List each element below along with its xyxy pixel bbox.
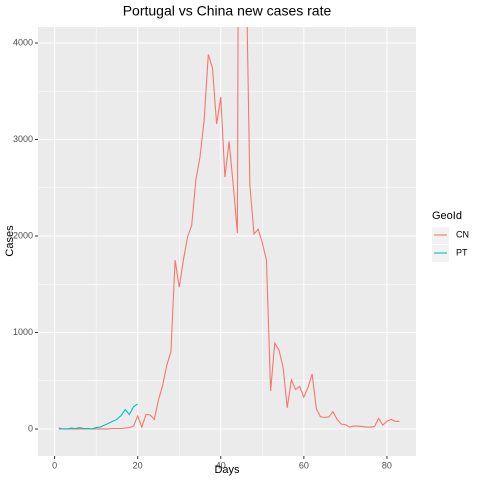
- x-tick-label: 80: [382, 460, 392, 470]
- x-tick-label: 0: [52, 460, 57, 470]
- chart-title: Portugal vs China new cases rate: [123, 3, 332, 19]
- panel: [38, 27, 416, 456]
- y-tick-label: 4000: [13, 37, 33, 47]
- x-tick-label: 20: [133, 460, 143, 470]
- y-tick-label: 1000: [13, 327, 33, 337]
- x-axis-title: Days: [214, 464, 240, 476]
- legend: GeoId CN PT: [432, 210, 469, 262]
- y-axis-title: Cases: [4, 225, 16, 257]
- y-tick-label: 2000: [13, 230, 33, 240]
- series-line: [58, 27, 400, 430]
- y-tick-label: 0: [28, 423, 33, 433]
- x-tick-label: 60: [299, 460, 309, 470]
- legend-label: CN: [456, 229, 469, 239]
- legend-title: GeoId: [432, 210, 462, 222]
- lines: [58, 27, 400, 430]
- y-tick-label: 3000: [13, 134, 33, 144]
- axes: 0 1000 2000 3000 4000 0 20 40 60 80: [13, 37, 392, 470]
- series-line: [58, 403, 139, 430]
- legend-label: PT: [456, 247, 468, 257]
- x-tick-label: 40: [216, 460, 226, 470]
